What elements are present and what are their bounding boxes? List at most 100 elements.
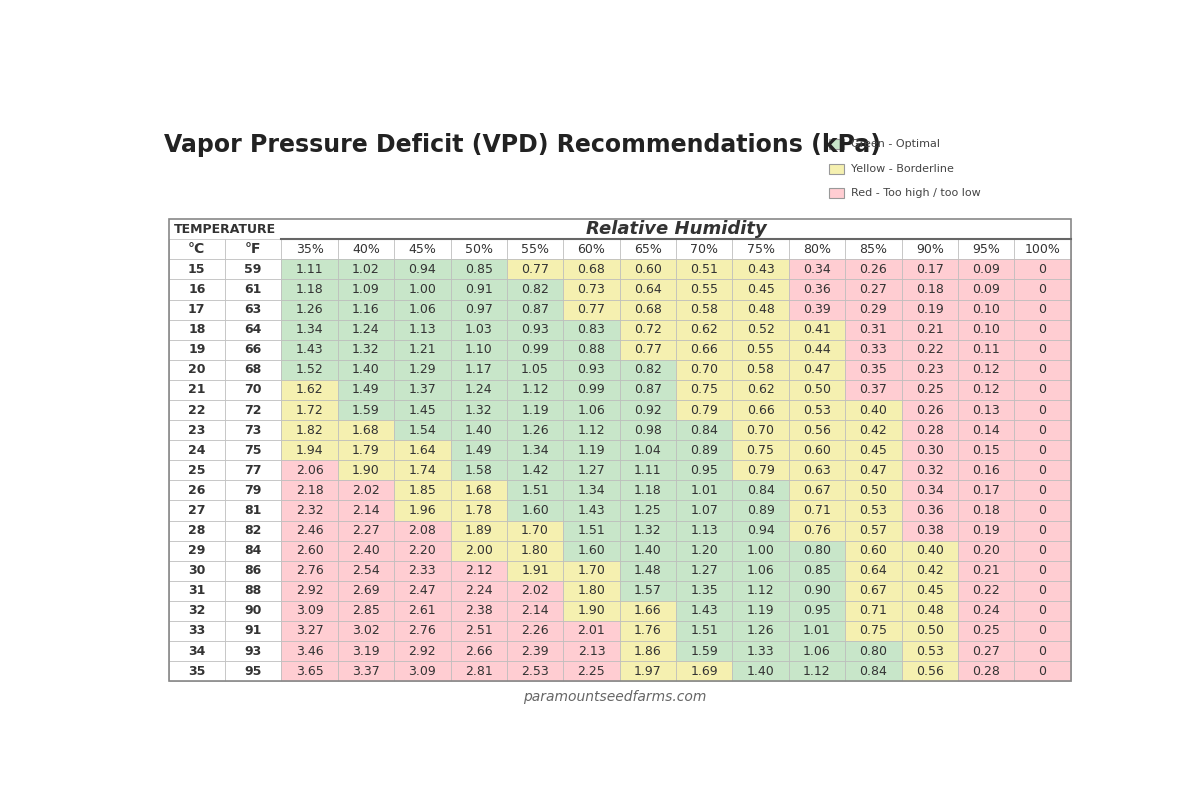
Bar	[958, 480, 1014, 501]
Text: 0.16: 0.16	[972, 464, 1000, 477]
Bar	[450, 440, 506, 460]
Text: 0.77: 0.77	[634, 343, 662, 356]
Text: 0.34: 0.34	[916, 484, 943, 497]
Text: 0.62: 0.62	[690, 323, 718, 336]
Bar	[788, 460, 845, 480]
Text: 0.87: 0.87	[634, 383, 662, 397]
Text: 0.58: 0.58	[746, 363, 775, 376]
Bar	[732, 561, 788, 581]
Text: 1.24: 1.24	[352, 323, 379, 336]
Text: 29: 29	[188, 544, 205, 557]
Text: 1.74: 1.74	[408, 464, 436, 477]
Bar	[676, 420, 732, 440]
Bar	[337, 239, 394, 259]
Text: 0.41: 0.41	[803, 323, 830, 336]
Text: 1.86: 1.86	[634, 645, 661, 658]
Text: 0.71: 0.71	[803, 504, 830, 517]
Text: 0.28: 0.28	[972, 665, 1000, 678]
Text: 1.58: 1.58	[464, 464, 493, 477]
Bar	[788, 420, 845, 440]
Text: 88: 88	[245, 584, 262, 598]
Bar	[506, 480, 563, 501]
Bar	[281, 541, 337, 561]
Text: 1.40: 1.40	[746, 665, 774, 678]
Bar	[224, 561, 281, 581]
Bar	[450, 661, 506, 681]
Bar	[732, 480, 788, 501]
Bar	[394, 279, 450, 299]
Bar	[732, 581, 788, 601]
Text: 0.48: 0.48	[916, 604, 943, 618]
Bar	[506, 440, 563, 460]
Bar	[506, 380, 563, 400]
Text: 2.69: 2.69	[352, 584, 379, 598]
Bar	[958, 259, 1014, 279]
Text: 0.21: 0.21	[916, 323, 943, 336]
Bar	[676, 299, 732, 320]
Bar	[168, 320, 224, 340]
Text: 0.09: 0.09	[972, 263, 1000, 276]
Text: 2.27: 2.27	[352, 524, 380, 537]
Text: 0: 0	[1038, 524, 1046, 537]
Text: 2.61: 2.61	[408, 604, 436, 618]
Text: 0.27: 0.27	[859, 283, 887, 296]
Text: 31: 31	[188, 584, 205, 598]
Bar	[1014, 239, 1070, 259]
Text: 0.72: 0.72	[634, 323, 661, 336]
Bar	[619, 581, 676, 601]
Text: 1.69: 1.69	[690, 665, 718, 678]
Bar	[901, 541, 958, 561]
Text: 1.12: 1.12	[521, 383, 548, 397]
Bar	[1014, 601, 1070, 621]
Text: 0.18: 0.18	[916, 283, 943, 296]
Text: 0.47: 0.47	[803, 363, 830, 376]
Bar	[1014, 661, 1070, 681]
Bar	[829, 188, 844, 198]
Text: 1.49: 1.49	[464, 444, 492, 457]
Bar	[619, 360, 676, 380]
Text: 0.95: 0.95	[803, 604, 830, 618]
Text: 1.01: 1.01	[803, 625, 830, 638]
Bar	[563, 279, 619, 299]
Bar	[450, 239, 506, 259]
Text: 0.55: 0.55	[746, 343, 775, 356]
Bar	[901, 380, 958, 400]
Text: 0.84: 0.84	[859, 665, 887, 678]
Bar	[1014, 641, 1070, 661]
Bar	[168, 661, 224, 681]
Bar	[676, 259, 732, 279]
Bar	[732, 420, 788, 440]
Bar	[788, 360, 845, 380]
Text: 63: 63	[245, 303, 262, 316]
Text: 0: 0	[1038, 544, 1046, 557]
Text: 1.29: 1.29	[408, 363, 436, 376]
Text: 1.72: 1.72	[295, 403, 324, 417]
Text: 50%: 50%	[464, 243, 493, 256]
Bar	[450, 581, 506, 601]
Text: 0.57: 0.57	[859, 524, 887, 537]
Text: 0.99: 0.99	[577, 383, 605, 397]
Text: 0: 0	[1038, 323, 1046, 336]
Bar	[732, 621, 788, 641]
Bar	[676, 440, 732, 460]
Text: 3.02: 3.02	[352, 625, 380, 638]
Bar	[619, 400, 676, 420]
Bar	[450, 621, 506, 641]
Bar	[450, 340, 506, 360]
Text: 2.60: 2.60	[295, 544, 324, 557]
Text: 95%: 95%	[972, 243, 1000, 256]
Text: 0.60: 0.60	[634, 263, 661, 276]
Text: 95: 95	[245, 665, 262, 678]
Text: 1.10: 1.10	[464, 343, 492, 356]
Text: 3.27: 3.27	[295, 625, 324, 638]
Bar	[732, 320, 788, 340]
Bar	[845, 380, 901, 400]
Bar	[224, 299, 281, 320]
Text: 1.18: 1.18	[634, 484, 661, 497]
Text: 0.85: 0.85	[464, 263, 493, 276]
Bar	[788, 501, 845, 521]
Text: 0.89: 0.89	[690, 444, 718, 457]
Bar	[732, 641, 788, 661]
Text: 0: 0	[1038, 363, 1046, 376]
Bar	[845, 340, 901, 360]
